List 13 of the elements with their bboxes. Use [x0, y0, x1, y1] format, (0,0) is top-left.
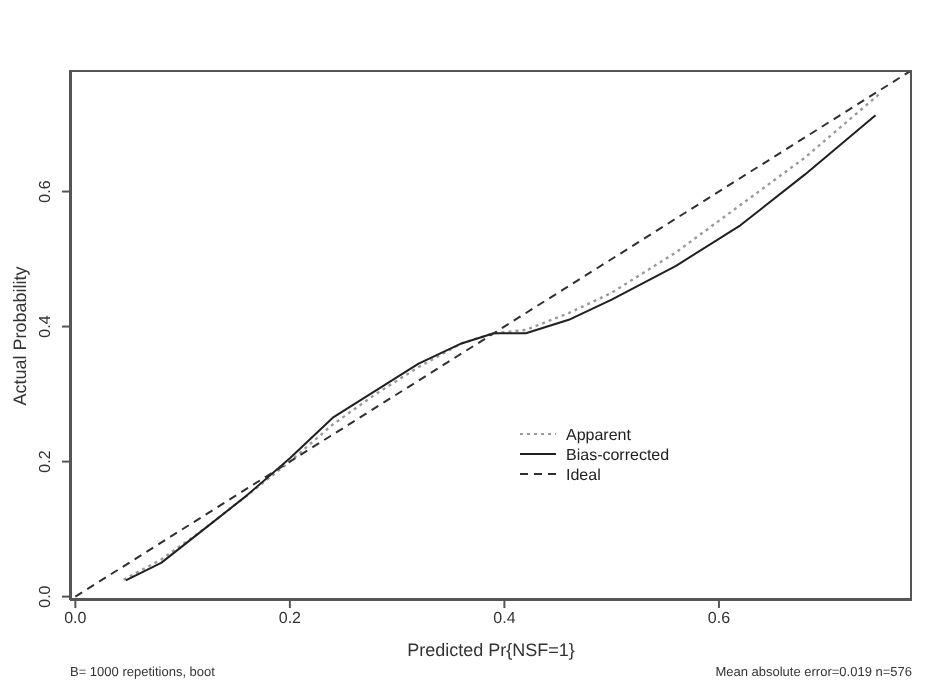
legend-label: Bias-corrected	[566, 445, 670, 463]
legend-label: Ideal	[566, 465, 601, 483]
y-tick-label: 0.6	[36, 179, 54, 203]
x-axis-title: Predicted Pr{NSF=1}	[405, 640, 577, 660]
y-tick-label: 0.2	[36, 449, 54, 473]
x-tick-label: 0.6	[707, 609, 732, 628]
legend-label: Apparent	[566, 425, 631, 443]
x-tick-label: 0.2	[278, 609, 303, 628]
y-tick-label: 0.4	[36, 314, 54, 338]
y-axis-title: Actual Probability	[10, 265, 30, 405]
x-tick-label: 0.0	[64, 609, 88, 628]
y-tick-label: 0.0	[36, 584, 54, 608]
x-tick-label: 0.4	[493, 609, 517, 628]
